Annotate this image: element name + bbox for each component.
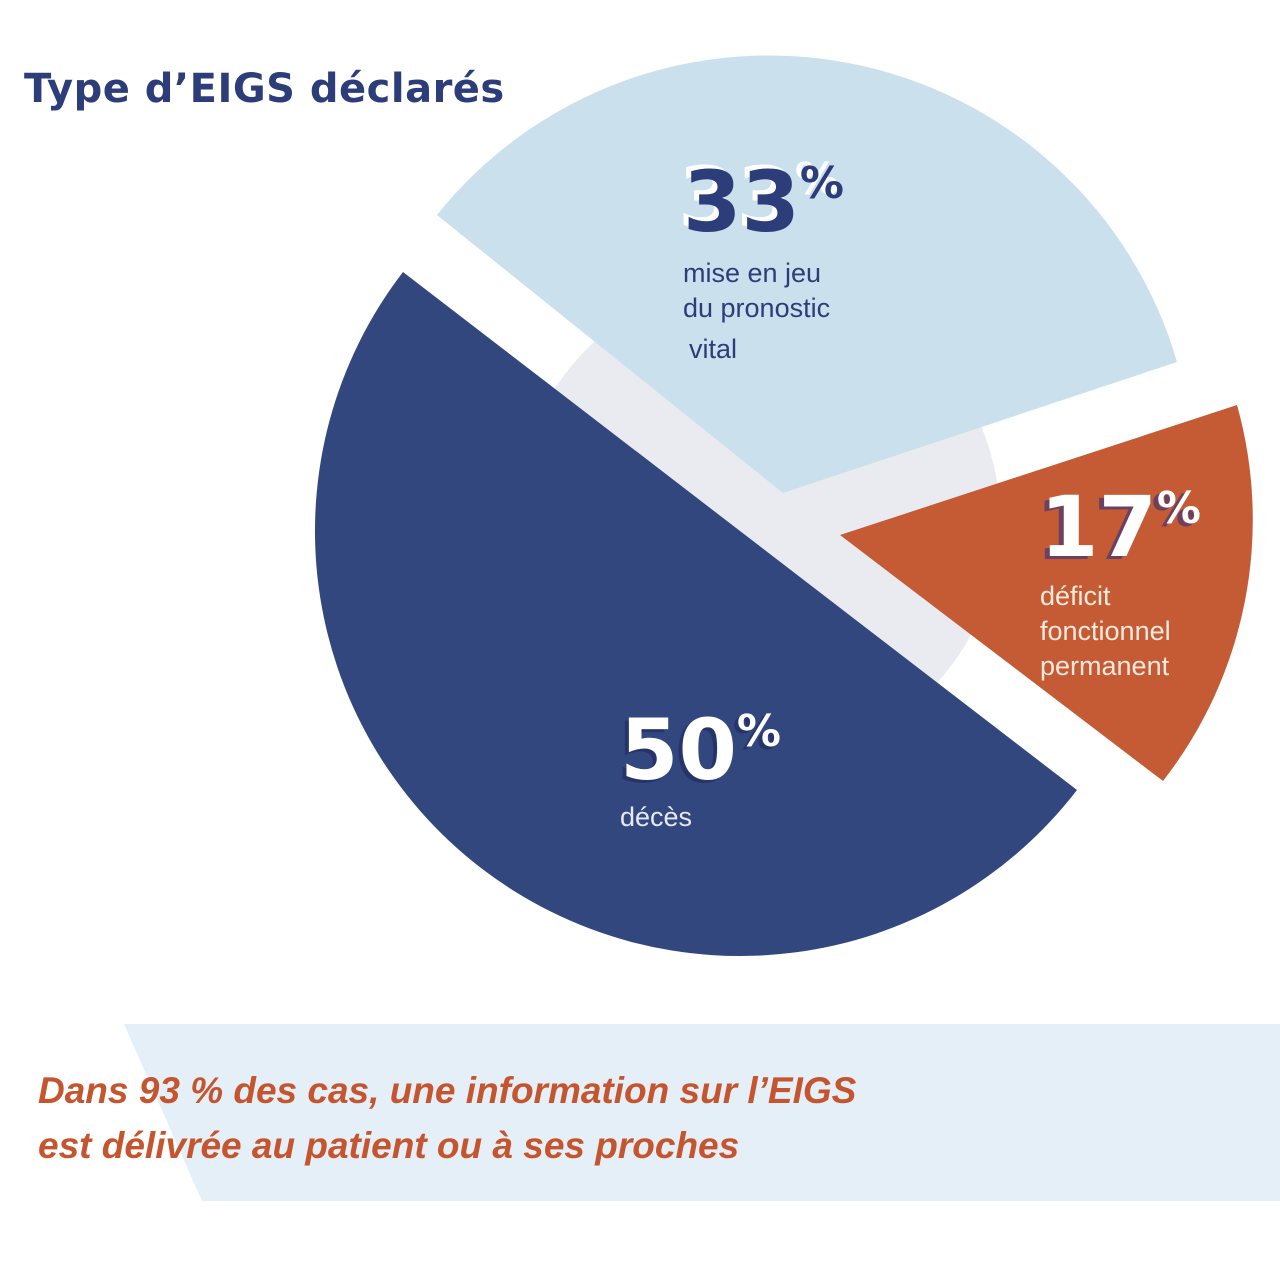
note-text: Dans 93 % des cas, une information sur l… [38, 1063, 856, 1173]
label-line: vital [689, 334, 738, 364]
slice-pronostic-vital [437, 55, 1177, 493]
label-line: permanent [1040, 651, 1170, 681]
label-line: déficit [1040, 581, 1111, 611]
slice-deces [314, 272, 1078, 957]
note-line-1: Dans 93 % des cas, une information sur l… [38, 1070, 857, 1111]
label-line: mise en jeu [683, 258, 822, 288]
label-pronostic-vital: 33% mise en jeu du pronostic vital [683, 160, 844, 367]
label-line: fonctionnel [1040, 616, 1171, 646]
chart-title: Type d’EIGS déclarés [24, 66, 505, 112]
percent-value: 33% [683, 153, 844, 251]
label-deficit: 17% déficit fonctionnel permanent [1040, 485, 1201, 684]
label-line: décès [620, 802, 693, 832]
note-line-2: est délivrée au patient ou à ses proches [38, 1125, 740, 1166]
label-line: du pronostic [683, 293, 831, 323]
label-deces: 50% décès [620, 708, 781, 835]
slice-deficit [840, 405, 1253, 781]
percent-value: 50% [620, 701, 781, 799]
note-banner [124, 1024, 1280, 1201]
percent-value: 17% [1040, 478, 1201, 576]
